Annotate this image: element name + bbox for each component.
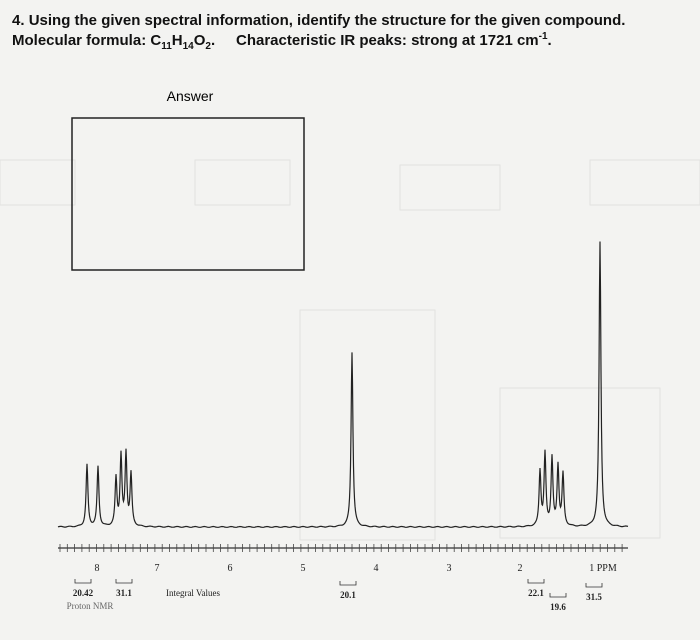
ir-end: . bbox=[547, 32, 552, 49]
integral-bracket bbox=[585, 583, 603, 588]
answer-label: Answer bbox=[167, 88, 214, 104]
formula-part: H bbox=[171, 32, 183, 49]
ppm-label: 1 PPM bbox=[589, 563, 617, 574]
ppm-label: 8 bbox=[95, 563, 100, 574]
ppm-label: 3 bbox=[447, 563, 452, 574]
integral-bracket bbox=[115, 579, 133, 584]
faint-background bbox=[0, 159, 700, 541]
formula-sub: 11 bbox=[161, 41, 172, 52]
integral-value: 20.42 bbox=[73, 588, 94, 598]
axis-ticks bbox=[59, 544, 623, 552]
answer-box[interactable] bbox=[71, 117, 305, 271]
formula-sub: 14 bbox=[182, 41, 194, 52]
integral-value: 20.1 bbox=[340, 590, 356, 600]
ppm-label: 2 bbox=[518, 563, 523, 574]
formula-part: C bbox=[150, 32, 162, 49]
integral-value: 22.1 bbox=[528, 588, 544, 598]
integral-bracket bbox=[549, 593, 567, 598]
faint-box bbox=[589, 159, 700, 206]
formula-sub: 2 bbox=[205, 41, 211, 52]
axis-labels: 8 7 6 5 4 3 2 1 PPM 20.42 31.1 20.1 22.1 19.6 31.5 Int… bbox=[67, 563, 617, 612]
integral-caption: Integral Values bbox=[166, 588, 221, 598]
nmr-spectrum bbox=[57, 241, 629, 528]
ir-text: Characteristic IR peaks: strong at 1721 … bbox=[236, 32, 539, 49]
integral-value: 31.5 bbox=[586, 592, 602, 602]
ppm-label: 5 bbox=[301, 563, 306, 574]
ppm-label: 7 bbox=[155, 563, 160, 574]
integral-value: 31.1 bbox=[116, 588, 132, 598]
integral-bracket bbox=[527, 579, 545, 584]
question-line: 4. Using the given spectral information,… bbox=[12, 12, 625, 29]
question-text: Using the given spectral information, id… bbox=[28, 12, 626, 29]
faint-box bbox=[0, 159, 76, 206]
question-number: 4. bbox=[12, 12, 25, 29]
nmr-caption: Proton NMR bbox=[67, 601, 114, 611]
formula-label: Molecular formula: bbox=[12, 32, 147, 49]
integral-bracket bbox=[74, 579, 92, 584]
ir-sup: -1 bbox=[538, 31, 548, 42]
faint-box bbox=[499, 387, 661, 539]
ppm-label: 4 bbox=[374, 563, 379, 574]
faint-box bbox=[194, 159, 291, 206]
ir-info: Characteristic IR peaks: strong at 1721 … bbox=[236, 31, 552, 49]
integral-bracket bbox=[339, 581, 357, 586]
ppm-label: 6 bbox=[228, 563, 233, 574]
faint-box bbox=[399, 164, 501, 211]
faint-box bbox=[299, 309, 436, 541]
formula-part: O bbox=[193, 32, 206, 49]
formula: C11H14O2. bbox=[150, 32, 216, 52]
integral-value: 19.6 bbox=[550, 602, 566, 612]
formula-part: . bbox=[210, 32, 216, 49]
formula-line: Molecular formula: C11H14O2. Characteris… bbox=[12, 31, 552, 52]
